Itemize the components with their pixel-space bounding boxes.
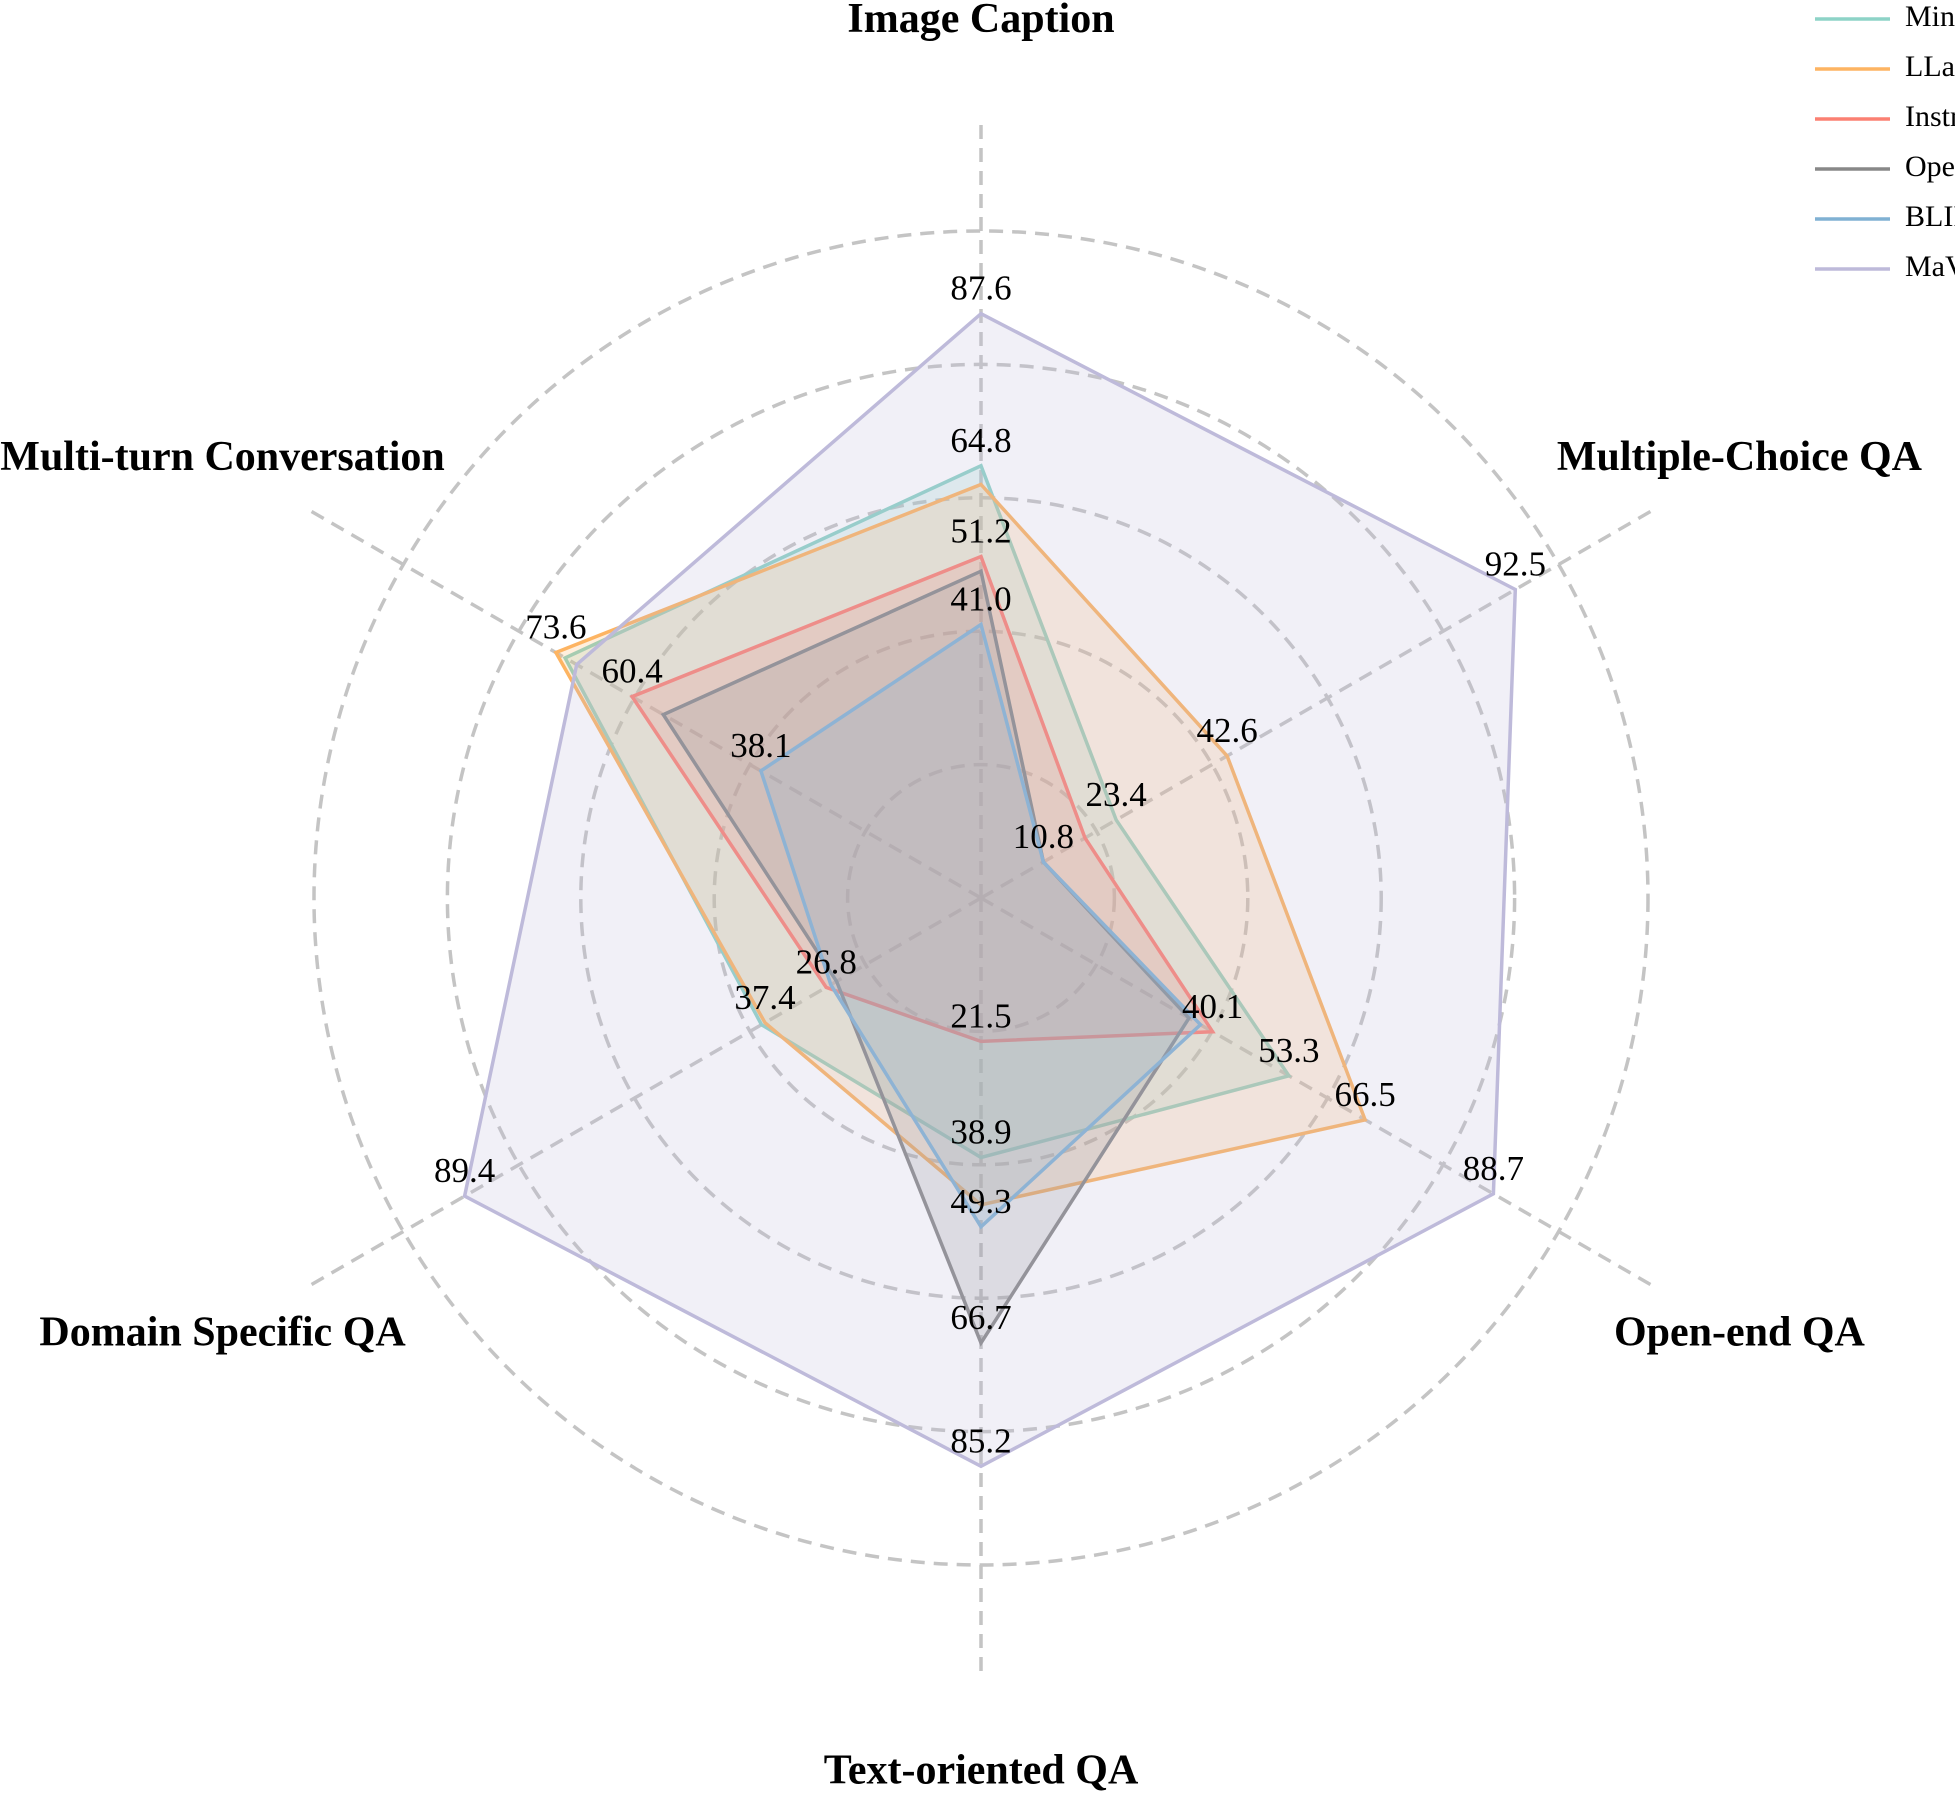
data-label: 23.4	[1086, 775, 1147, 814]
axis-label: Multiple-Choice QA	[1557, 434, 1923, 480]
axis-line	[980, 509, 1652, 900]
legend-label: InstructBlip	[1905, 100, 1955, 133]
legend-label: LLaVA	[1905, 50, 1955, 83]
series-area	[629, 554, 1216, 1044]
data-label: 37.4	[734, 978, 795, 1017]
legend-label: MiniGPT-4	[1905, 0, 1955, 33]
series-area	[462, 311, 1518, 1469]
data-label: 40.1	[1182, 987, 1243, 1026]
axis-label: Open-end QA	[1614, 1310, 1866, 1356]
data-label: 60.4	[601, 652, 662, 691]
axis-line	[980, 896, 1652, 1287]
axis-label: Multi-turn Conversation	[0, 434, 445, 480]
data-label: 64.8	[950, 421, 1011, 460]
data-label: 66.7	[950, 1298, 1011, 1337]
data-label: 89.4	[434, 1151, 495, 1190]
grid-circle	[845, 762, 1117, 1034]
axis-label: Domain Specific QA	[39, 1310, 406, 1356]
legend-label: BLIP2	[1905, 200, 1955, 233]
data-label: 66.5	[1335, 1075, 1396, 1114]
data-label: 73.6	[525, 608, 586, 647]
data-label: 87.6	[950, 269, 1011, 308]
data-label: 53.3	[1258, 1031, 1319, 1070]
series-area	[553, 482, 1368, 1207]
data-label: 85.2	[950, 1421, 1011, 1460]
series-area	[562, 463, 1292, 1160]
data-label: 38.1	[730, 726, 791, 765]
data-label: 26.8	[796, 942, 857, 981]
data-label: 21.5	[950, 996, 1011, 1035]
data-label: 42.6	[1196, 711, 1257, 750]
axis-label: Text-oriented QA	[824, 1747, 1139, 1793]
data-label: 41.0	[950, 580, 1011, 619]
data-label: 38.9	[950, 1112, 1011, 1151]
axis-line	[310, 896, 982, 1287]
legend-label: OpenFlamingo	[1905, 150, 1955, 183]
data-label: 92.5	[1485, 545, 1546, 584]
axis-line	[310, 509, 982, 900]
data-label: 10.8	[1013, 817, 1074, 856]
data-label: 49.3	[950, 1182, 1011, 1221]
data-label: 88.7	[1463, 1149, 1524, 1188]
axis-label: Image Caption	[847, 0, 1114, 42]
series-area	[758, 621, 1204, 1230]
data-label: 51.2	[950, 512, 1011, 551]
legend-label: MaViLa	[1905, 250, 1955, 283]
